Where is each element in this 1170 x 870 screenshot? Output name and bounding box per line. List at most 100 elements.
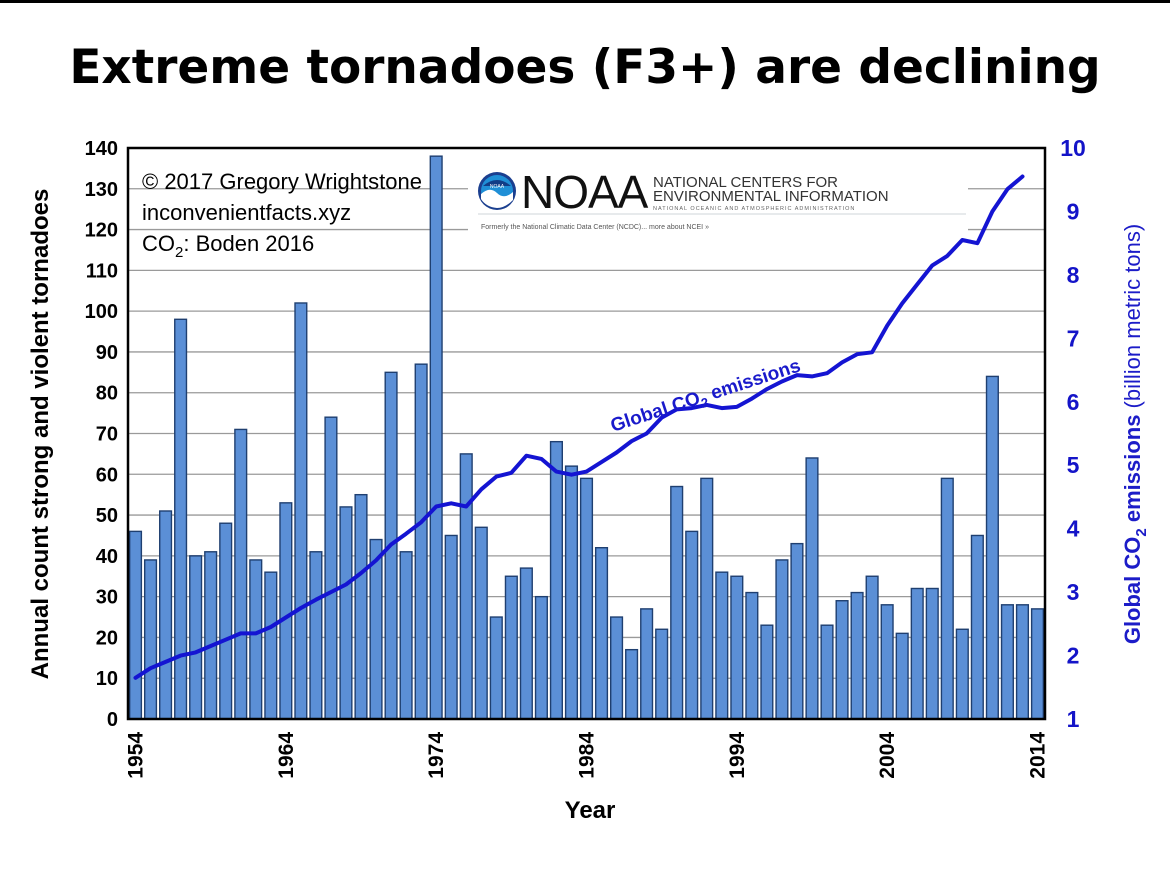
bar bbox=[925, 587, 939, 720]
bar bbox=[775, 559, 789, 720]
svg-text:NOAA: NOAA bbox=[490, 184, 505, 190]
bar bbox=[820, 624, 834, 720]
plot-frame bbox=[126, 146, 1047, 721]
bar bbox=[354, 493, 368, 720]
bar bbox=[294, 302, 308, 720]
y2-tick-label: 5 bbox=[1067, 452, 1080, 478]
bar bbox=[399, 551, 413, 720]
bar bbox=[730, 575, 744, 720]
bar bbox=[429, 155, 443, 720]
bar bbox=[459, 453, 473, 720]
bar bbox=[564, 465, 579, 720]
x-tick-label: 2004 bbox=[876, 732, 899, 779]
bar bbox=[504, 575, 518, 720]
bar bbox=[610, 616, 624, 720]
y2-axis-label: Global CO2 emissions (billion metric ton… bbox=[1120, 224, 1150, 644]
co2-line bbox=[133, 174, 1025, 680]
noaa-subline: NATIONAL OCEANIC AND ATMOSPHERIC ADMINIS… bbox=[653, 206, 855, 212]
x-tick-label: 1984 bbox=[576, 732, 599, 779]
y2-tick-label: 6 bbox=[1067, 389, 1080, 415]
bar bbox=[519, 567, 533, 720]
bar bbox=[955, 628, 969, 720]
x-tick-label: 1964 bbox=[275, 732, 298, 779]
bar bbox=[910, 587, 924, 720]
bar bbox=[159, 510, 173, 720]
bar bbox=[670, 485, 684, 720]
x-tick-label: 1974 bbox=[425, 732, 448, 779]
bar bbox=[204, 551, 218, 720]
bar bbox=[940, 477, 954, 720]
bar bbox=[369, 538, 383, 720]
bar bbox=[640, 608, 654, 720]
x-tick-label: 1994 bbox=[726, 732, 749, 779]
bar bbox=[444, 534, 458, 720]
bar bbox=[1030, 608, 1045, 720]
co2-series-label: Global CO2 emissions bbox=[608, 355, 804, 439]
y-tick-label: 70 bbox=[96, 424, 118, 446]
bar bbox=[324, 416, 338, 720]
bar bbox=[790, 542, 804, 720]
y-tick-label: 40 bbox=[96, 546, 118, 568]
bar bbox=[745, 591, 759, 720]
x-tick-label: 1954 bbox=[125, 732, 148, 779]
x-axis-label: Year bbox=[565, 797, 616, 824]
bar bbox=[1015, 604, 1030, 720]
bar bbox=[474, 526, 488, 720]
y2-tick-label: 2 bbox=[1067, 643, 1080, 669]
bar bbox=[309, 551, 323, 720]
credit-copyright: © 2017 Gregory Wrightstone bbox=[142, 169, 422, 194]
bar bbox=[594, 547, 609, 720]
bar bbox=[219, 522, 233, 720]
bar bbox=[189, 555, 203, 720]
y-tick-label: 30 bbox=[96, 587, 118, 609]
y-tick-label: 20 bbox=[96, 627, 118, 649]
bar bbox=[579, 477, 594, 720]
bar bbox=[970, 534, 984, 720]
noaa-formerly: Formerly the National Climatic Data Cent… bbox=[481, 224, 709, 231]
bar bbox=[715, 571, 729, 720]
y-tick-label: 110 bbox=[86, 260, 118, 282]
credit-co2-source: CO2: Boden 2016 bbox=[142, 231, 314, 261]
noaa-logo-icon: NOAA bbox=[478, 172, 516, 210]
top-rule bbox=[0, 0, 1170, 3]
bar bbox=[549, 440, 563, 720]
y-tick-label: 10 bbox=[96, 668, 118, 690]
y-axis-label: Annual count strong and violent tornadoe… bbox=[27, 189, 54, 680]
bar bbox=[625, 648, 639, 720]
noaa-banner-bg bbox=[468, 170, 968, 236]
page-title: Extreme tornadoes (F3+) are declining bbox=[69, 40, 1101, 95]
y-tick-label: 80 bbox=[96, 383, 118, 405]
bar bbox=[700, 477, 714, 720]
bar bbox=[279, 502, 293, 720]
left-axis-ticks: 0 10 20 30 40 50 60 70 80 90 100 110 120 130 140 bbox=[85, 138, 118, 731]
bar bbox=[865, 575, 879, 720]
y-tick-label: 130 bbox=[85, 179, 118, 201]
bar bbox=[805, 457, 819, 720]
bar bbox=[414, 363, 428, 720]
bar bbox=[534, 595, 548, 720]
bar bbox=[985, 375, 999, 720]
noaa-title-line1: NATIONAL CENTERS FOR bbox=[653, 174, 838, 191]
bar bbox=[880, 604, 894, 720]
noaa-banner: NOAA NOAA NATIONAL CENTERS FOR ENVIRONME… bbox=[468, 166, 968, 236]
bar bbox=[339, 506, 353, 720]
y-tick-label: 90 bbox=[96, 342, 118, 364]
bar bbox=[489, 616, 503, 720]
bar bbox=[249, 559, 263, 720]
y2-tick-label: 4 bbox=[1067, 516, 1080, 542]
y2-tick-label: 1 bbox=[1067, 706, 1080, 732]
y2-tick-label: 9 bbox=[1067, 198, 1080, 224]
y2-tick-label: 7 bbox=[1067, 325, 1080, 351]
bar bbox=[234, 428, 248, 720]
right-axis-ticks: 1 2 3 4 5 6 7 8 9 10 bbox=[1060, 135, 1086, 732]
y-tick-label: 100 bbox=[85, 301, 118, 323]
y-tick-label: 0 bbox=[107, 709, 118, 731]
bar bbox=[264, 571, 278, 720]
x-tick-label: 2014 bbox=[1026, 732, 1049, 779]
y-tick-label: 120 bbox=[85, 220, 118, 242]
bar bbox=[143, 559, 158, 720]
y2-tick-label: 8 bbox=[1067, 262, 1080, 288]
bar bbox=[895, 632, 909, 720]
y-tick-label: 60 bbox=[96, 464, 118, 486]
